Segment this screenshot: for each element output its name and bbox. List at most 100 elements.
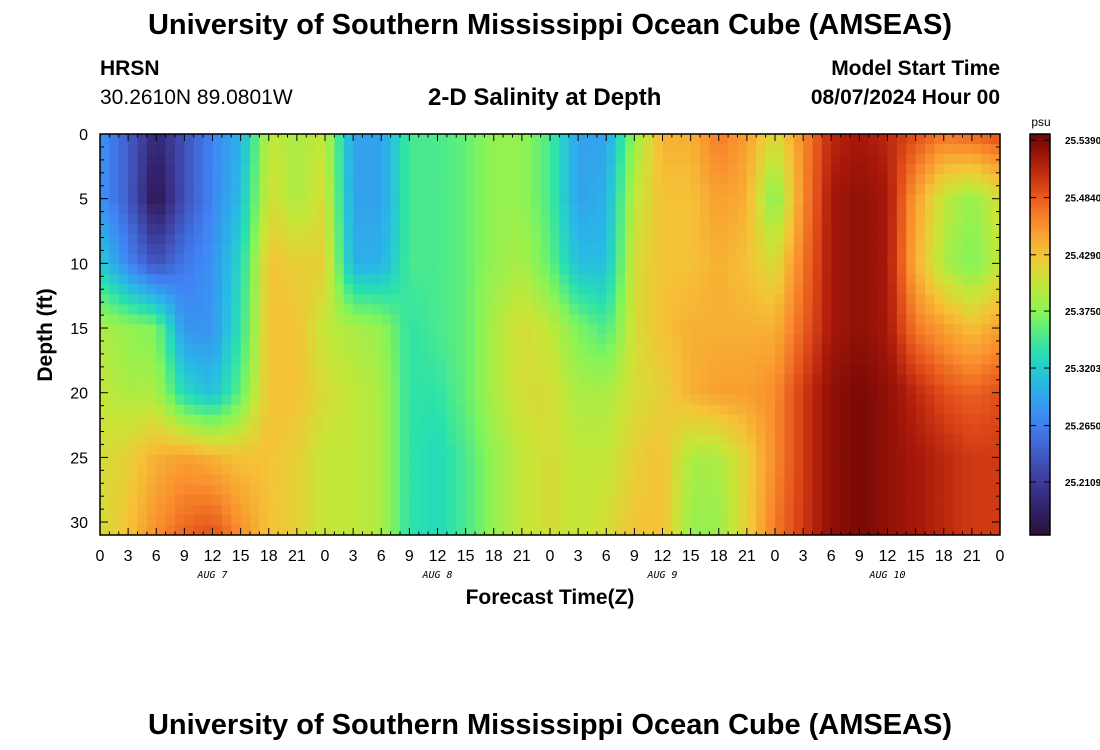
heatmap-cell [981, 354, 992, 366]
heatmap-cell [231, 234, 242, 245]
heatmap-cell [625, 404, 635, 416]
heatmap-cell [596, 164, 607, 175]
heatmap-cell [465, 394, 476, 406]
heatmap-cell [484, 354, 495, 366]
heatmap-cell [137, 454, 148, 466]
heatmap-cell [681, 334, 692, 346]
heatmap-cell [700, 444, 710, 456]
heatmap-cell [146, 164, 157, 175]
heatmap-cell [662, 304, 673, 316]
heatmap-cell [868, 404, 879, 416]
heatmap-cell [962, 464, 973, 476]
heatmap-cell [990, 464, 1000, 476]
heatmap-cell [400, 284, 410, 296]
heatmap-cell [437, 474, 448, 486]
heatmap-cell [681, 444, 692, 456]
heatmap-cell [662, 344, 673, 356]
heatmap-cell [146, 404, 157, 416]
heatmap-cell [953, 174, 964, 185]
heatmap-cell [643, 424, 654, 436]
heatmap-cell [193, 214, 204, 225]
heatmap-cell [240, 484, 251, 496]
heatmap-cell [962, 394, 973, 406]
heatmap-cell [831, 204, 842, 215]
heatmap-cell [859, 324, 870, 336]
heatmap-cell [109, 224, 120, 235]
heatmap-cell [606, 414, 617, 426]
heatmap-cell [756, 364, 767, 376]
heatmap-cell [578, 354, 589, 366]
heatmap-cell [193, 464, 204, 476]
day-label: AUG 9 [646, 570, 677, 581]
heatmap-cell [409, 144, 420, 155]
heatmap-cell [259, 454, 270, 466]
heatmap-cell [793, 434, 804, 446]
heatmap-cell [934, 194, 945, 205]
heatmap-cell [287, 414, 298, 426]
heatmap-cell [156, 224, 167, 235]
heatmap-cell [634, 474, 645, 486]
heatmap-cell [840, 394, 851, 406]
heatmap-cell [100, 364, 110, 376]
heatmap-cell [746, 404, 757, 416]
heatmap-cell [362, 464, 373, 476]
heatmap-cell [428, 174, 439, 185]
heatmap-cell [821, 164, 832, 175]
heatmap-cell [859, 184, 870, 195]
heatmap-cell [887, 424, 898, 436]
heatmap-cell [840, 374, 851, 386]
heatmap-cell [540, 204, 551, 215]
heatmap-cell [840, 514, 851, 526]
heatmap-cell [737, 374, 748, 386]
heatmap-cell [184, 384, 195, 396]
heatmap-cell [240, 274, 251, 285]
heatmap-cell [100, 214, 110, 225]
heatmap-cell [671, 214, 682, 225]
heatmap-cell [146, 154, 157, 165]
heatmap-cell [118, 344, 129, 356]
heatmap-cell [212, 364, 223, 376]
heatmap-cell [746, 244, 757, 255]
heatmap-cell [418, 314, 429, 326]
heatmap-cell [531, 434, 542, 446]
heatmap-cell [831, 214, 842, 225]
heatmap-cell [128, 294, 139, 306]
heatmap-cell [981, 514, 992, 526]
heatmap-cell [437, 434, 448, 446]
heatmap-cell [390, 504, 401, 516]
heatmap-cell [521, 274, 532, 285]
heatmap-cell [456, 444, 467, 456]
heatmap-cell [353, 404, 364, 416]
heatmap-cell [334, 184, 345, 195]
heatmap-cell [193, 344, 204, 356]
heatmap-cell [137, 504, 148, 516]
heatmap-cell [718, 244, 729, 255]
x-tick-label: 6 [602, 548, 611, 565]
heatmap-cell [784, 454, 795, 466]
heatmap-cell [221, 394, 232, 406]
heatmap-cell [231, 264, 242, 275]
heatmap-cell [756, 144, 767, 155]
heatmap-cell [728, 314, 739, 326]
heatmap-cell [446, 334, 457, 346]
heatmap-cell [709, 484, 720, 496]
heatmap-cell [625, 314, 635, 326]
heatmap-cell [465, 204, 476, 215]
heatmap-cell [165, 324, 176, 336]
heatmap-cell [971, 224, 982, 235]
heatmap-cell [456, 324, 467, 336]
heatmap-cell [259, 474, 270, 486]
heatmap-cell [821, 234, 832, 245]
heatmap-cell [156, 514, 167, 526]
heatmap-cell [531, 164, 542, 175]
heatmap-cell [521, 264, 532, 275]
heatmap-cell [334, 334, 345, 346]
heatmap-cell [437, 234, 448, 245]
heatmap-cell [625, 344, 635, 356]
heatmap-cell [400, 324, 410, 336]
heatmap-cell [334, 244, 345, 255]
heatmap-cell [700, 324, 710, 336]
heatmap-cell [906, 484, 917, 496]
heatmap-cell [521, 524, 532, 535]
heatmap-cell [184, 504, 195, 516]
